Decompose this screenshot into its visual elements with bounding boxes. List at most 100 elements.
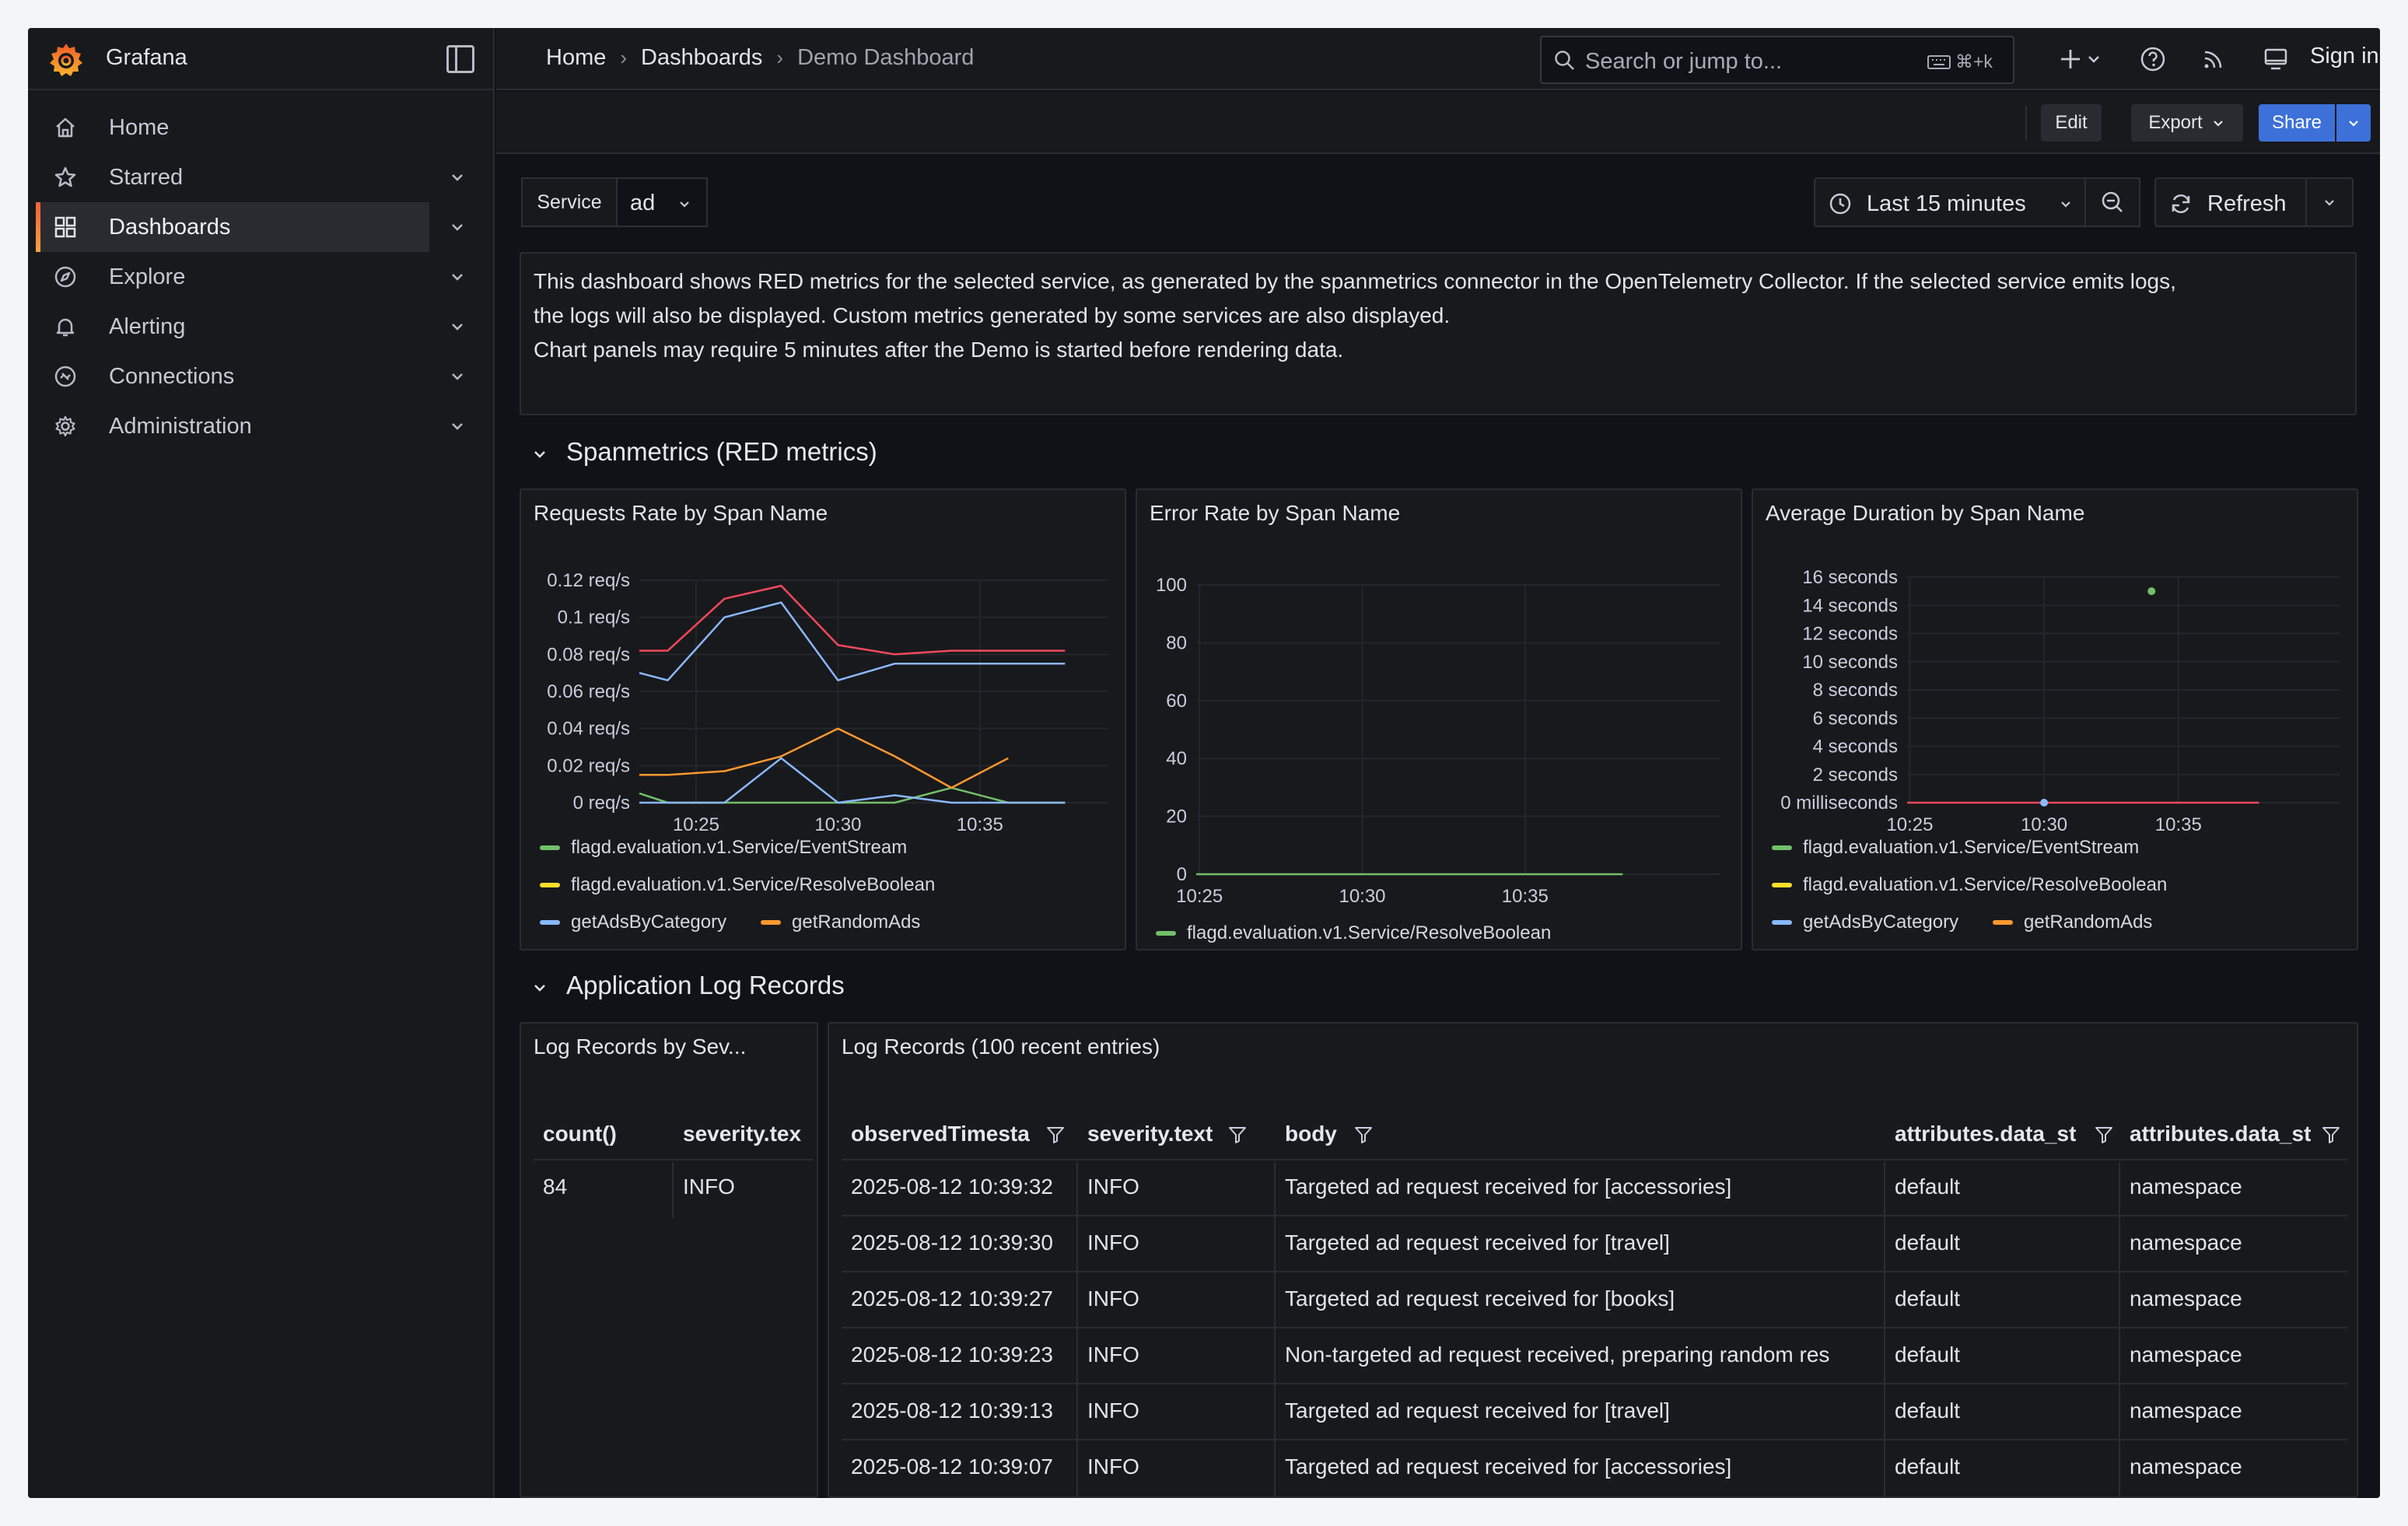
filter-icon[interactable]: [2321, 1125, 2341, 1145]
column-header[interactable]: body: [1285, 1122, 1337, 1146]
dock-menu-icon[interactable]: [446, 45, 474, 73]
search-input[interactable]: Search or jump to... ⌘+k: [1540, 36, 2014, 84]
column-header[interactable]: severity.tex: [683, 1122, 802, 1146]
series-line: [639, 757, 1066, 804]
average-duration-chart[interactable]: 0 milliseconds 2 seconds 4 seconds 6 second…: [1753, 552, 2357, 848]
table-cell: 2025-08-12 10:39:07: [851, 1454, 1053, 1479]
help-icon[interactable]: [2137, 44, 2168, 75]
average-duration-panel[interactable]: Average Duration by Span Name 0 millisec…: [1752, 488, 2358, 950]
error-rate-chart[interactable]: 0 20 40 60 80 100 10:25 10:30 10:35: [1137, 552, 1741, 918]
y-tick-label: 40: [1166, 748, 1187, 769]
y-tick-label: 16 seconds: [1802, 567, 1898, 588]
refresh-interval-dropdown[interactable]: [2305, 177, 2354, 227]
app-name: Grafana: [106, 45, 187, 70]
zoom-out-button[interactable]: [2084, 177, 2140, 227]
rss-news-icon[interactable]: [2198, 44, 2229, 75]
table-cell: 84: [543, 1174, 568, 1199]
chevron-down-icon[interactable]: [446, 166, 468, 188]
column-header[interactable]: severity.text: [1087, 1122, 1213, 1146]
severity-panel[interactable]: Log Records by Sev... count() severity.t…: [520, 1022, 818, 1498]
chevron-down-icon[interactable]: [446, 266, 468, 288]
dashboard-toolbar: Edit Export Share: [496, 92, 2380, 154]
filter-icon[interactable]: [1353, 1125, 1374, 1145]
kiosk-monitor-icon[interactable]: [2260, 44, 2291, 75]
header-divider: [842, 1159, 2347, 1160]
edit-button[interactable]: Edit: [2041, 104, 2102, 142]
column-header[interactable]: attributes.data_st: [1895, 1122, 2077, 1146]
connections-icon: [51, 362, 79, 390]
filter-icon[interactable]: [1045, 1125, 1066, 1145]
chevron-down-icon: [680, 201, 689, 208]
chevron-down-icon[interactable]: [446, 415, 468, 437]
column-divider: [672, 1162, 674, 1218]
row-divider: [842, 1271, 2347, 1272]
breadcrumb-dashboards[interactable]: Dashboards: [641, 45, 763, 70]
filter-shape: [1047, 1127, 1064, 1143]
table-cell: 2025-08-12 10:39:30: [851, 1230, 1053, 1255]
legend-item[interactable]: flagd.evaluation.v1.Service/EventStream: [1772, 837, 2139, 859]
legend-item[interactable]: flagd.evaluation.v1.Service/EventStream: [540, 837, 907, 859]
grafana-window: Grafana Home Starred Dashbo: [28, 28, 2380, 1498]
legend-item[interactable]: flagd.evaluation.v1.Service/ResolveBoole…: [540, 874, 935, 896]
row-title-spanmetrics[interactable]: Spanmetrics (RED metrics): [566, 437, 877, 466]
table-cell: namespace: [2130, 1174, 2242, 1199]
row-divider: [842, 1439, 2347, 1440]
legend-item[interactable]: getRandomAds: [761, 912, 920, 933]
sidebar-item-explore[interactable]: Explore: [28, 252, 495, 302]
sign-in-link[interactable]: Sign in: [2310, 44, 2379, 68]
filter-shape: [1229, 1127, 1246, 1143]
legend-item[interactable]: flagd.evaluation.v1.Service/ResolveBoole…: [1156, 922, 1551, 944]
export-button[interactable]: Export: [2131, 104, 2243, 142]
y-tick-label: 0.12 req/s: [547, 570, 630, 591]
legend-item[interactable]: getAdsByCategory: [540, 912, 726, 933]
share-dropdown-button[interactable]: [2336, 104, 2371, 142]
grafana-logo-icon[interactable]: [47, 40, 86, 79]
error-rate-panel[interactable]: Error Rate by Span Name 0 20 40 60 80 100 10:2…: [1136, 488, 1742, 950]
legend-item[interactable]: flagd.evaluation.v1.Service/ResolveBoole…: [1772, 874, 2167, 896]
chevron-down-icon[interactable]: [446, 316, 468, 338]
new-add-button[interactable]: [2058, 44, 2108, 75]
breadcrumb-home[interactable]: Home: [546, 45, 607, 70]
legend-label: getRandomAds: [792, 912, 921, 933]
legend-swatch: [540, 920, 560, 925]
legend-item[interactable]: getRandomAds: [1993, 912, 2152, 933]
filter-icon[interactable]: [1227, 1125, 1248, 1145]
time-range-label: Last 15 minutes: [1867, 191, 2026, 216]
y-tick-label: 0 req/s: [573, 793, 630, 814]
time-range-picker[interactable]: Last 15 minutes: [1814, 177, 2086, 227]
legend-label: getAdsByCategory: [1803, 912, 1959, 933]
table-cell: default: [1895, 1454, 1961, 1479]
legend-item[interactable]: getAdsByCategory: [1772, 912, 1958, 933]
sidebar-item-dashboards[interactable]: Dashboards: [36, 202, 463, 252]
legend-swatch: [1156, 931, 1176, 936]
requests-rate-panel[interactable]: Requests Rate by Span Name 0 req/s 0.02 r…: [520, 488, 1126, 950]
table-cell: default: [1895, 1398, 1961, 1423]
y-tick-label: 10 seconds: [1802, 652, 1898, 673]
row-collapse-chevron-icon[interactable]: [529, 443, 551, 465]
service-variable-select[interactable]: ad: [616, 177, 708, 227]
log-records-panel[interactable]: Log Records (100 recent entries) observe…: [828, 1022, 2358, 1498]
sidebar-item-home[interactable]: Home: [28, 103, 495, 152]
chevron-down-icon: [2349, 121, 2358, 127]
requests-rate-chart[interactable]: 0 req/s 0.02 req/s 0.04 req/s 0.06 req/s 0.0…: [521, 552, 1125, 848]
x-tick-label: 10:30: [2021, 814, 2067, 835]
share-button[interactable]: Share: [2259, 104, 2335, 142]
filter-icon[interactable]: [2094, 1125, 2114, 1145]
sidebar-item-starred[interactable]: Starred: [28, 152, 495, 202]
column-header[interactable]: observedTimesta: [851, 1122, 1030, 1146]
column-header[interactable]: attributes.data_st: [2130, 1122, 2312, 1146]
chevron-down-icon[interactable]: [446, 216, 468, 238]
table-cell: INFO: [1087, 1286, 1139, 1311]
column-header[interactable]: count(): [543, 1122, 617, 1146]
sidebar-item-alerting[interactable]: Alerting: [28, 302, 495, 352]
sidebar-item-administration[interactable]: Administration: [28, 401, 495, 451]
sidebar-item-connections[interactable]: Connections: [28, 352, 495, 401]
breadcrumb: Home › Dashboards › Demo Dashboard: [546, 45, 974, 71]
row-collapse-chevron-icon[interactable]: [529, 977, 551, 999]
table-cell: INFO: [683, 1174, 735, 1199]
chevron-down-icon[interactable]: [446, 366, 468, 387]
refresh-button[interactable]: Refresh: [2154, 177, 2307, 227]
panel-title: Average Duration by Span Name: [1766, 501, 2085, 525]
row-title-logs[interactable]: Application Log Records: [566, 971, 845, 999]
legend-swatch: [540, 883, 560, 887]
